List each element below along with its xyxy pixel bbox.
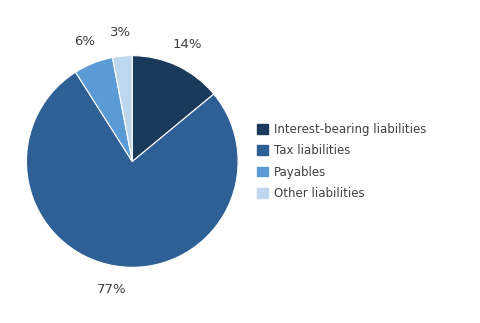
Text: 14%: 14% xyxy=(172,38,202,51)
Text: 3%: 3% xyxy=(109,26,131,39)
Legend: Interest-bearing liabilities, Tax liabilities, Payables, Other liabilities: Interest-bearing liabilities, Tax liabil… xyxy=(257,123,425,200)
Wedge shape xyxy=(132,56,214,162)
Text: 77%: 77% xyxy=(97,283,127,296)
Wedge shape xyxy=(26,72,238,267)
Text: 6%: 6% xyxy=(74,35,95,48)
Wedge shape xyxy=(75,57,132,162)
Wedge shape xyxy=(112,56,132,162)
